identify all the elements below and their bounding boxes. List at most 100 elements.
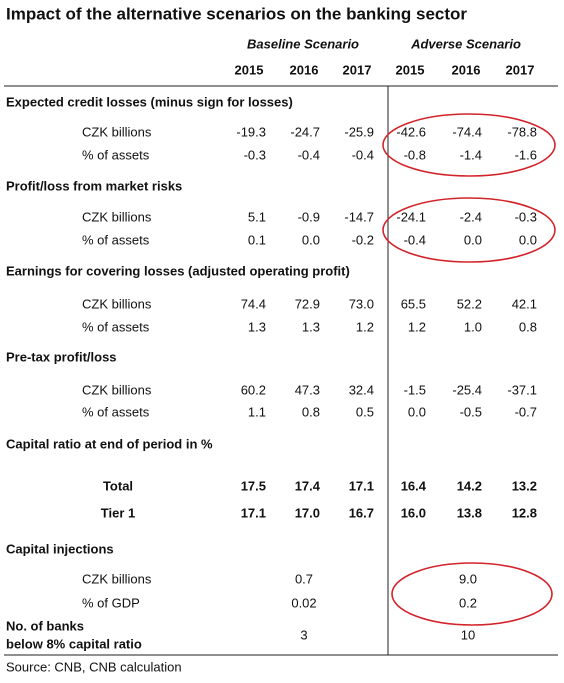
cell-value: -37.1 — [507, 382, 537, 397]
row-label: CZK billions — [82, 296, 152, 311]
cell-value: -19.3 — [236, 124, 266, 139]
cell-value: 0.0 — [519, 232, 537, 247]
cell-value: -0.8 — [404, 147, 426, 162]
cell-value: -24.1 — [396, 209, 426, 224]
cell-value: -25.9 — [344, 124, 374, 139]
cell-value: 42.1 — [512, 296, 537, 311]
cell-value: 17.1 — [349, 478, 374, 493]
cell-value: 0.0 — [408, 404, 426, 419]
row-label: % of assets — [82, 319, 150, 334]
cell-value: 17.4 — [295, 478, 321, 493]
row-label: No. of banks — [6, 618, 84, 633]
cell-value: 73.0 — [349, 296, 374, 311]
cell-value: 0.0 — [302, 232, 320, 247]
section-title: Capital injections — [6, 541, 114, 556]
row-label: % of assets — [82, 232, 150, 247]
year-header: 2017 — [343, 62, 372, 77]
cell-value: 1.1 — [248, 404, 266, 419]
cell-value: -0.3 — [515, 209, 537, 224]
cell-value: 9.0 — [459, 571, 477, 586]
cell-value: 65.5 — [401, 296, 426, 311]
cell-value: 1.3 — [248, 319, 266, 334]
cell-value: 16.4 — [401, 478, 427, 493]
row-label: Tier 1 — [101, 505, 135, 520]
row-label: below 8% capital ratio — [6, 636, 142, 651]
source-note: Source: CNB, CNB calculation — [6, 659, 182, 674]
cell-value: 0.5 — [356, 404, 374, 419]
cell-value: 1.0 — [464, 319, 482, 334]
cell-value: -2.4 — [460, 209, 482, 224]
cell-value: 17.0 — [295, 505, 320, 520]
section-title: Profit/loss from market risks — [6, 178, 182, 193]
highlight-ring — [382, 197, 556, 263]
cell-value: 0.1 — [248, 232, 266, 247]
year-header: 2015 — [235, 62, 264, 77]
cell-value: 60.2 — [241, 382, 266, 397]
cell-value: -24.7 — [290, 124, 320, 139]
cell-value: -25.4 — [452, 382, 482, 397]
row-label: % of assets — [82, 147, 150, 162]
group-header: Adverse Scenario — [410, 36, 521, 51]
row-label: CZK billions — [82, 382, 152, 397]
cell-value: 0.7 — [295, 571, 313, 586]
cell-value: -0.4 — [404, 232, 426, 247]
row-label: Total — [103, 478, 133, 493]
cell-value: 13.2 — [512, 478, 537, 493]
cell-value: -0.5 — [460, 404, 482, 419]
row-label: % of GDP — [82, 595, 140, 610]
row-label: CZK billions — [82, 571, 152, 586]
cell-value: 3 — [300, 627, 307, 642]
highlight-ring — [391, 562, 553, 626]
cell-value: -78.8 — [507, 124, 537, 139]
cell-value: 0.02 — [291, 595, 316, 610]
section-title: Expected credit losses (minus sign for l… — [6, 94, 293, 109]
cell-value: 17.5 — [241, 478, 266, 493]
cell-value: -1.4 — [460, 147, 482, 162]
cell-value: -14.7 — [344, 209, 374, 224]
cell-value: -74.4 — [452, 124, 482, 139]
cell-value: 1.2 — [356, 319, 374, 334]
year-header: 2016 — [290, 62, 319, 77]
cell-value: -1.6 — [515, 147, 537, 162]
cell-value: -0.2 — [352, 232, 374, 247]
row-label: CZK billions — [82, 209, 152, 224]
row-label: CZK billions — [82, 124, 152, 139]
cell-value: -0.7 — [515, 404, 537, 419]
cell-value: 0.8 — [519, 319, 537, 334]
highlight-ring — [382, 113, 556, 177]
cell-value: 10 — [461, 627, 475, 642]
cell-value: -0.9 — [298, 209, 320, 224]
cell-value: -0.3 — [244, 147, 266, 162]
cell-value: 12.8 — [512, 505, 537, 520]
cell-value: 32.4 — [349, 382, 374, 397]
year-header: 2015 — [396, 62, 425, 77]
section-title: Capital ratio at end of period in % — [6, 436, 213, 451]
cell-value: 13.8 — [457, 505, 482, 520]
cell-value: -42.6 — [396, 124, 426, 139]
cell-value: -0.4 — [352, 147, 374, 162]
cell-value: 72.9 — [295, 296, 320, 311]
cell-value: 14.2 — [457, 478, 482, 493]
cell-value: 1.3 — [302, 319, 320, 334]
cell-value: 17.1 — [241, 505, 266, 520]
title: Impact of the alternative scenarios on t… — [6, 4, 467, 23]
row-label: % of assets — [82, 404, 150, 419]
cell-value: 1.2 — [408, 319, 426, 334]
cell-value: 5.1 — [248, 209, 266, 224]
section-title: Pre-tax profit/loss — [6, 349, 117, 364]
year-header: 2016 — [452, 62, 481, 77]
year-header: 2017 — [506, 62, 535, 77]
cell-value: 52.2 — [457, 296, 482, 311]
cell-value: 0.8 — [302, 404, 320, 419]
cell-value: 74.4 — [241, 296, 266, 311]
group-header: Baseline Scenario — [247, 36, 359, 51]
cell-value: 0.0 — [464, 232, 482, 247]
cell-value: -0.4 — [298, 147, 320, 162]
section-title: Earnings for covering losses (adjusted o… — [6, 263, 350, 278]
cell-value: 16.0 — [401, 505, 426, 520]
cell-value: -1.5 — [404, 382, 426, 397]
cell-value: 16.7 — [349, 505, 374, 520]
cell-value: 0.2 — [459, 595, 477, 610]
cell-value: 47.3 — [295, 382, 320, 397]
